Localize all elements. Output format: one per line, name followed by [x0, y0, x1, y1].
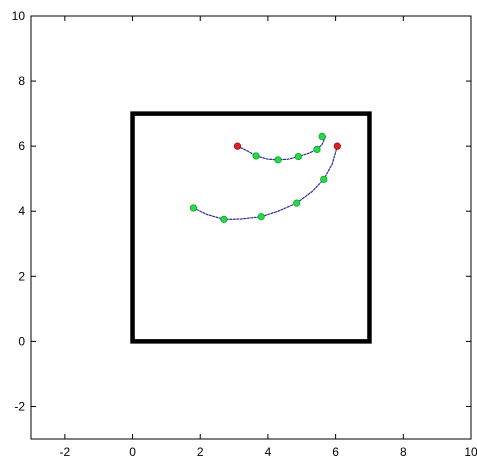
x-tick-label: 10 [464, 445, 477, 459]
y-tick-label: 2 [18, 269, 25, 283]
x-tick-label: -2 [60, 445, 71, 459]
x-tick-label: 6 [332, 445, 339, 459]
y-tick-label: -2 [14, 399, 25, 413]
lower-curve-green-marker [320, 175, 328, 183]
upper-curve-green-marker [318, 132, 326, 140]
y-tick-label: 8 [18, 74, 25, 88]
boundary-square-line [130, 111, 372, 344]
axes-frame [30, 15, 472, 440]
upper-curve-green-marker [274, 156, 282, 164]
y-tick-label: 4 [18, 204, 25, 218]
y-tick-label: 6 [18, 139, 25, 153]
boundary-layer [130, 111, 372, 344]
lower-curve-green-marker [189, 204, 198, 212]
upper-curve-red-marker [233, 142, 242, 150]
ticks-layer [31, 15, 472, 439]
x-tick-label: 8 [400, 445, 407, 459]
x-tick-label: 2 [197, 445, 204, 459]
y-tick-labels: -2 0 2 4 6 8 10 [12, 9, 26, 413]
upper-curve-green-marker [313, 145, 321, 154]
lower-curve-green-marker [293, 199, 301, 207]
upper-curve-green-marker [294, 152, 302, 161]
lower-curve-line [192, 145, 338, 220]
marker-layer [189, 132, 341, 223]
y-tick-label: 0 [18, 334, 25, 348]
lower-curve-red-marker [333, 142, 341, 150]
upper-curve-green-marker [252, 152, 260, 160]
y-tick-label: 10 [12, 9, 26, 23]
x-tick-label: 4 [265, 445, 272, 459]
x-tick-label: 0 [129, 445, 136, 459]
lower-curve-green-marker [257, 213, 265, 221]
x-tick-labels: -2 0 2 4 6 8 10 [60, 445, 477, 459]
lower-curve-green-marker [220, 215, 228, 223]
axes-background [31, 16, 471, 439]
